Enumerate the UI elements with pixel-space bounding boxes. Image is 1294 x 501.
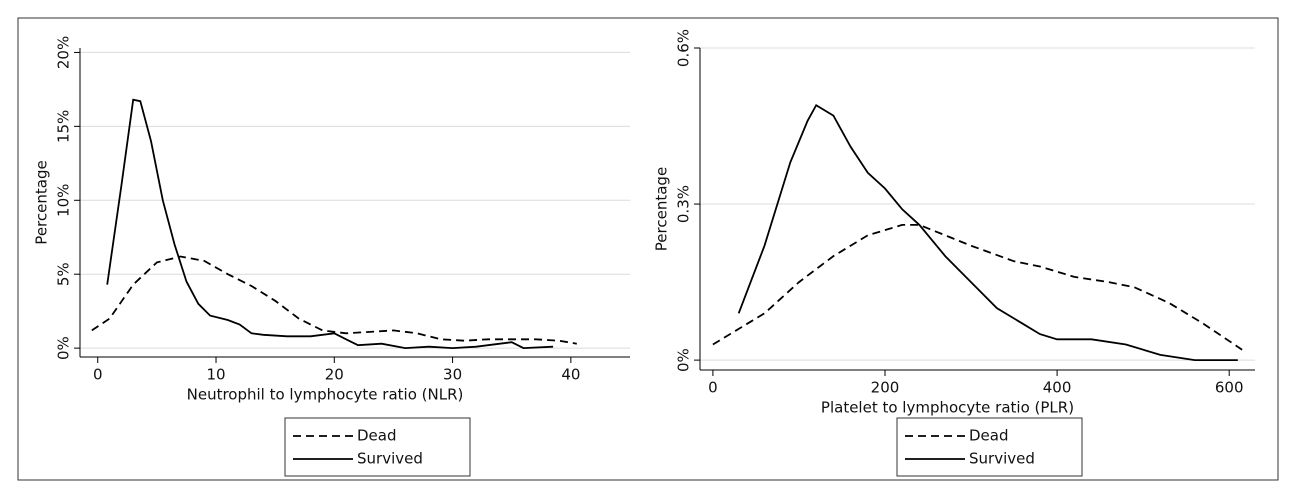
y-axis-title: Percentage bbox=[33, 160, 51, 244]
x-tick-label: 20 bbox=[325, 366, 344, 384]
x-axis-title: Platelet to lymphocyte ratio (PLR) bbox=[821, 399, 1074, 417]
legend-label: Survived bbox=[969, 450, 1035, 468]
y-tick-label: 5% bbox=[55, 262, 73, 286]
series-line bbox=[737, 103, 1238, 361]
frame bbox=[17, 17, 1279, 481]
x-tick-label: 0 bbox=[708, 379, 718, 397]
y-tick-label: 0% bbox=[55, 336, 73, 360]
y-tick-label: 0.6% bbox=[675, 29, 693, 67]
x-tick-label: 30 bbox=[443, 366, 462, 384]
series-line bbox=[106, 98, 554, 350]
x-tick-label: 600 bbox=[1215, 379, 1244, 397]
legend-label: Dead bbox=[969, 427, 1009, 445]
x-tick-label: 10 bbox=[206, 366, 225, 384]
y-tick-label: 10% bbox=[55, 184, 73, 217]
x-tick-label: 40 bbox=[561, 366, 580, 384]
y-tick-label: 15% bbox=[55, 110, 73, 143]
legend-box bbox=[284, 417, 471, 477]
y-tick-label: 0.3% bbox=[675, 185, 693, 223]
y-tick-label: 20% bbox=[55, 36, 73, 69]
legend-box bbox=[896, 417, 1083, 477]
x-tick-label: 200 bbox=[871, 379, 900, 397]
x-tick-label: 400 bbox=[1043, 379, 1072, 397]
y-axis-title: Percentage bbox=[653, 167, 671, 251]
y-tick-label: 0% bbox=[675, 348, 693, 372]
x-tick-label: 0 bbox=[93, 366, 103, 384]
x-axis-title: Neutrophil to lymphocyte ratio (NLR) bbox=[187, 386, 464, 404]
series-line bbox=[712, 224, 1243, 351]
legend-label: Dead bbox=[357, 427, 397, 445]
series-line bbox=[91, 255, 577, 345]
legend-label: Survived bbox=[357, 450, 423, 468]
